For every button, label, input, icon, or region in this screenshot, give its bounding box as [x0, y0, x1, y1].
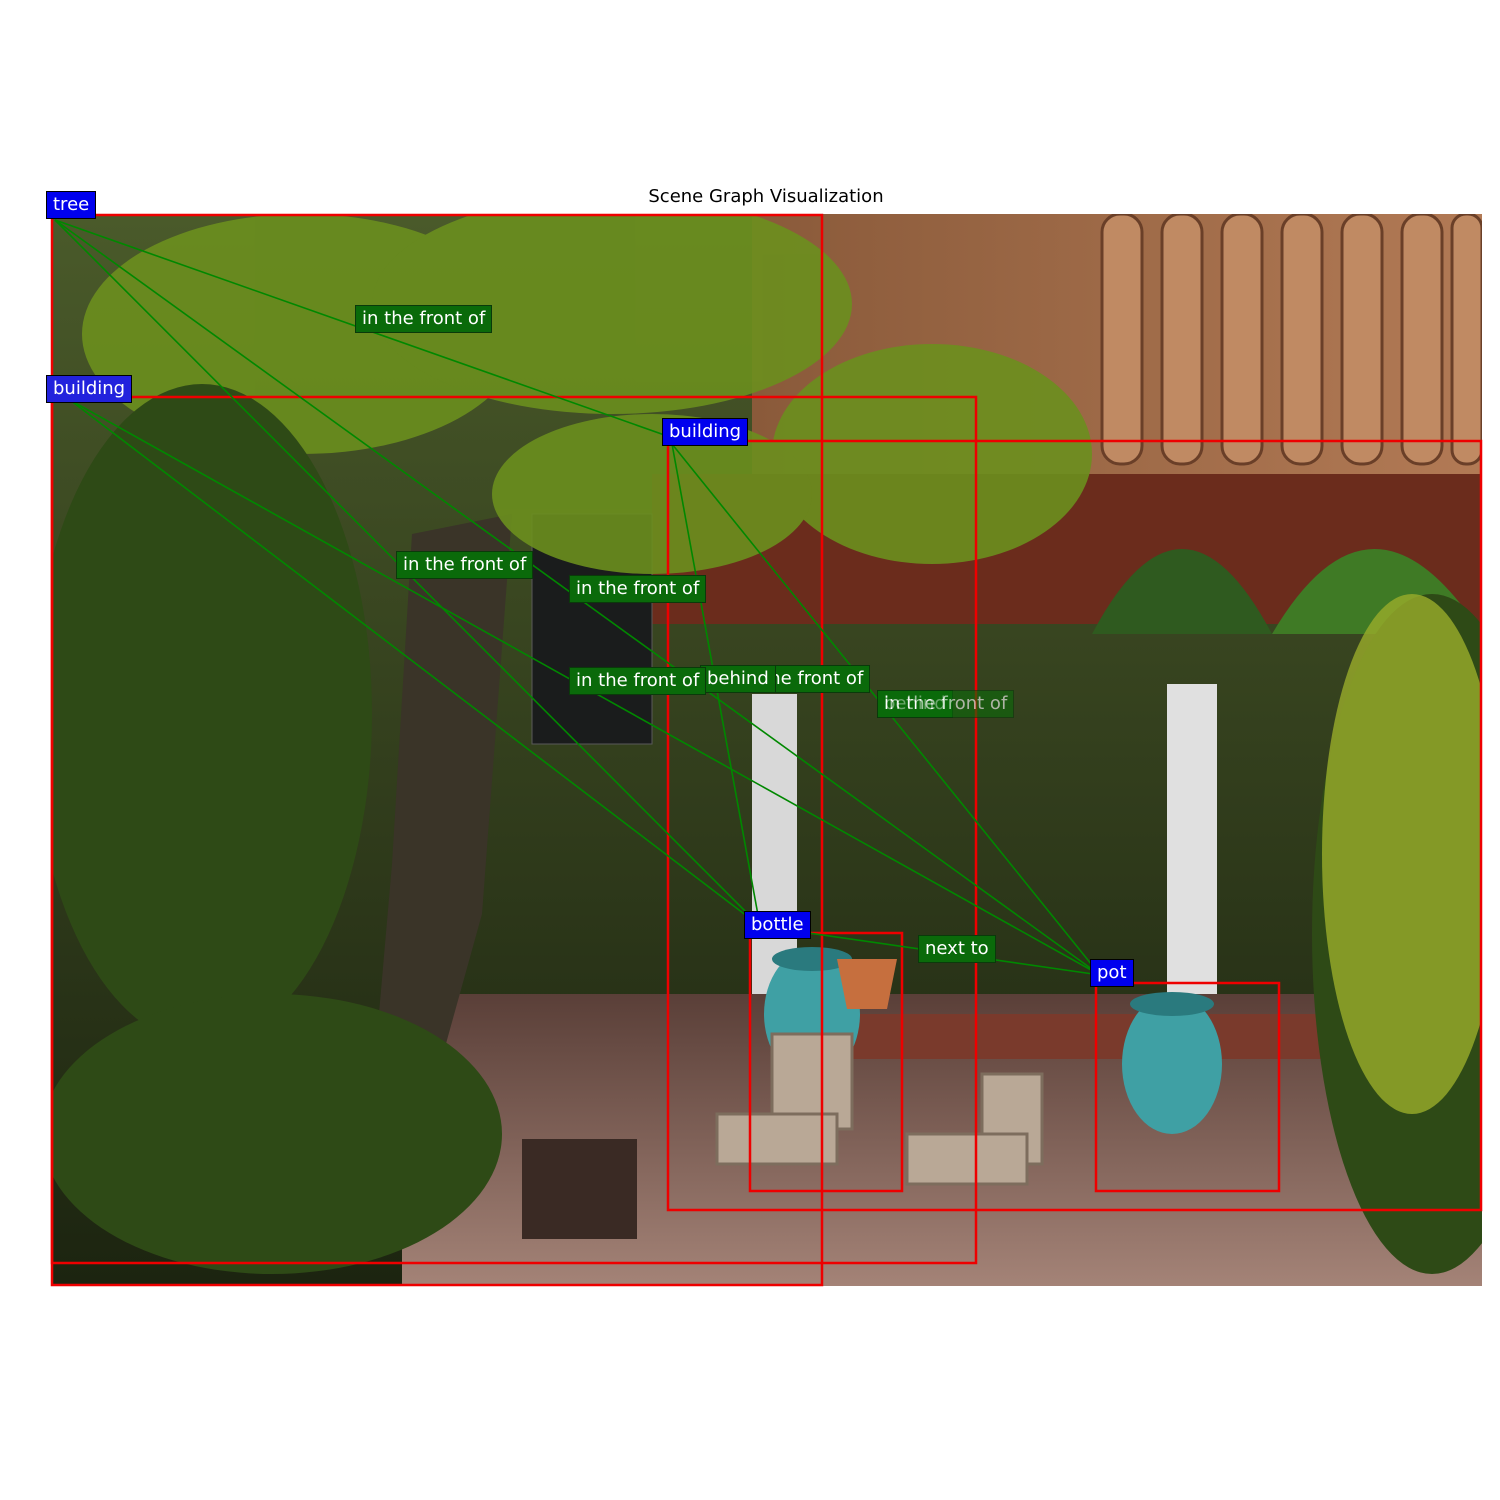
object-label-tree: tree [46, 191, 97, 219]
tree-bbox [50, 213, 824, 1287]
scene-photo [52, 214, 1482, 1286]
relation-label: in the front of [877, 690, 1015, 718]
relation-label: next to [918, 935, 996, 963]
building-2-bbox [666, 439, 1483, 1212]
relation-label: in the front of [355, 305, 493, 333]
relation-label: in the front of [396, 551, 534, 579]
chart-title: Scene Graph Visualization [648, 186, 884, 207]
object-label-bottle: bottle [744, 911, 811, 939]
building-1-bbox [50, 395, 978, 1265]
bounding-boxes [50, 213, 1483, 1287]
object-label-building: building [662, 418, 749, 446]
bottle-bbox [748, 931, 904, 1193]
relation-label: in the front of [569, 667, 707, 695]
edge-building-1-bottle [69, 399, 761, 927]
relation-label: in the front of [569, 575, 707, 603]
pot-bbox [1094, 981, 1281, 1193]
object-label-building: building [46, 375, 133, 403]
object-label-pot: pot [1090, 959, 1134, 987]
relation-label: behind [700, 665, 776, 693]
